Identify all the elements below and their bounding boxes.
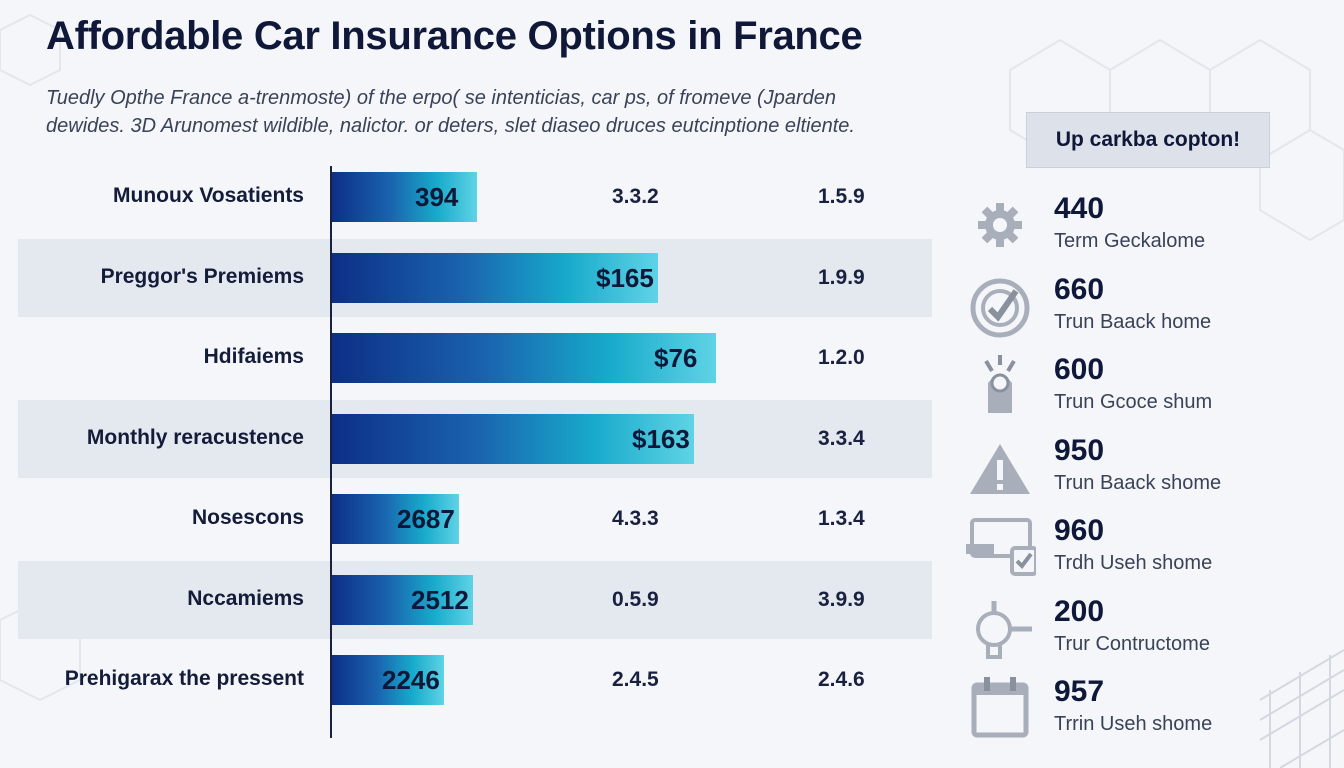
chart-title: Affordable Car Insurance Options in Fran… (46, 14, 863, 58)
bar (332, 574, 473, 625)
calendar-icon (964, 675, 1036, 741)
target-check-icon (964, 273, 1036, 339)
siren-icon (964, 353, 1036, 419)
bar-value-label: 2512 (411, 584, 469, 615)
column-3-value: 1.5.9 (818, 185, 865, 208)
subtitle-line-2: dewides. 3D Arunomest wildible, nalictor… (46, 115, 855, 137)
column-2-value: 4.3.3 (612, 507, 659, 530)
category-label: Preggor's Premiems (100, 264, 304, 288)
stat-label: Trur Contructome (1054, 632, 1210, 655)
bar (332, 494, 459, 544)
bar (332, 333, 716, 383)
subtitle-line-1: Tuedly Opthe France a-trenmoste) of the … (46, 87, 836, 109)
category-label: Munoux Vosatients (113, 184, 304, 207)
bar-value-label: $165 (596, 262, 654, 293)
column-3-value: 3.9.9 (818, 587, 865, 611)
chart-subtitle: Tuedly Opthe France a-trenmoste) of the … (46, 84, 946, 140)
gear-icon (964, 192, 1036, 258)
stat-label: Trun Baack shome (1054, 471, 1222, 494)
bar-value-label: 2246 (382, 665, 440, 695)
wrench-gauge-icon (964, 595, 1036, 661)
y-axis-line (330, 166, 332, 738)
stat-value: 200 (1054, 594, 1105, 628)
stat-label: Trun Baack home (1054, 310, 1212, 333)
column-3-value: 1.2.0 (818, 346, 865, 369)
stat-label: Trrin Useh shome (1054, 713, 1213, 735)
category-label: Nccamiems (187, 586, 304, 610)
stat-value: 950 (1054, 433, 1105, 467)
column-3-value: 2.4.6 (818, 668, 865, 691)
bar-value-label: 394 (415, 182, 459, 212)
category-label: Prehigarax the pressent (64, 667, 304, 690)
stat-value: 960 (1054, 514, 1105, 547)
stat-label: Term Geckalome (1054, 230, 1206, 252)
stat-value: 957 (1054, 675, 1105, 708)
bar (332, 655, 444, 705)
stat-value: 660 (1054, 272, 1105, 306)
column-3-value: 1.3.4 (818, 507, 865, 530)
stat-label: Trun Gcoce shum (1054, 391, 1213, 413)
bar-value-label: 2687 (397, 504, 455, 534)
stat-label: Trdh Useh shome (1054, 552, 1213, 574)
column-2-value: 3.3.2 (612, 185, 659, 208)
bar (332, 172, 477, 222)
bar (332, 413, 694, 464)
bar-value-label: $163 (632, 423, 690, 454)
column-3-value: 3.3.4 (818, 426, 865, 450)
column-2-value: 0.5.9 (612, 587, 659, 611)
monitor-check-icon (964, 514, 1038, 580)
category-label: Hdifaiems (203, 345, 304, 368)
row-band (18, 560, 932, 639)
stat-value: 600 (1054, 353, 1105, 386)
warning-icon (964, 434, 1036, 500)
column-2-value: 2.4.5 (612, 668, 659, 691)
callout-box: Up carkba copton! (1026, 112, 1270, 168)
category-label: Nosescons (191, 506, 304, 529)
stat-value: 440 (1054, 192, 1105, 225)
category-label: Monthly reracustence (86, 425, 304, 449)
column-3-value: 1.9.9 (818, 265, 865, 289)
bar-value-label: $76 (654, 343, 698, 373)
bar (332, 252, 658, 303)
